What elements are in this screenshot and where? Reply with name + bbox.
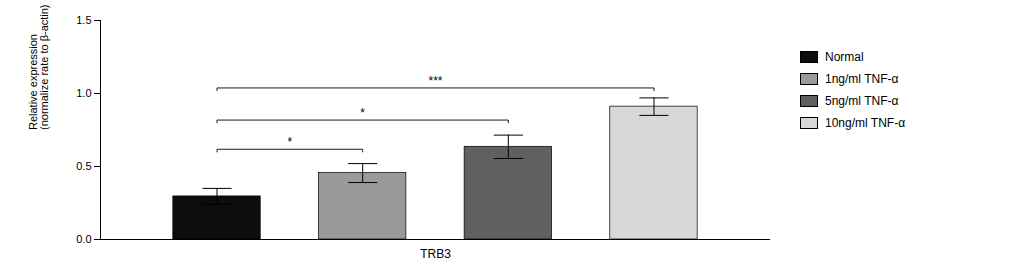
svg-text:0.0: 0.0: [76, 233, 91, 245]
html-text:10ng/ml TNF-α: 10ng/ml TNF-α: [825, 116, 906, 130]
svg-text:***: ***: [428, 74, 442, 88]
svg-text:0.5: 0.5: [76, 160, 91, 172]
svg-text:1.0: 1.0: [76, 87, 91, 99]
html-text:1ng/ml TNF-α: 1ng/ml TNF-α: [825, 72, 899, 86]
svg-text:*: *: [360, 106, 365, 120]
svg-text:1.5: 1.5: [76, 14, 91, 26]
svg-text:Relative expression(normalize: Relative expression(normalize rate to β-…: [27, 4, 50, 130]
html-text:5ng/ml TNF-α: 5ng/ml TNF-α: [825, 94, 899, 108]
html-text:Normal: Normal: [825, 50, 864, 64]
svg-text:TRB3: TRB3: [420, 247, 451, 261]
svg-text:*: *: [288, 135, 293, 149]
